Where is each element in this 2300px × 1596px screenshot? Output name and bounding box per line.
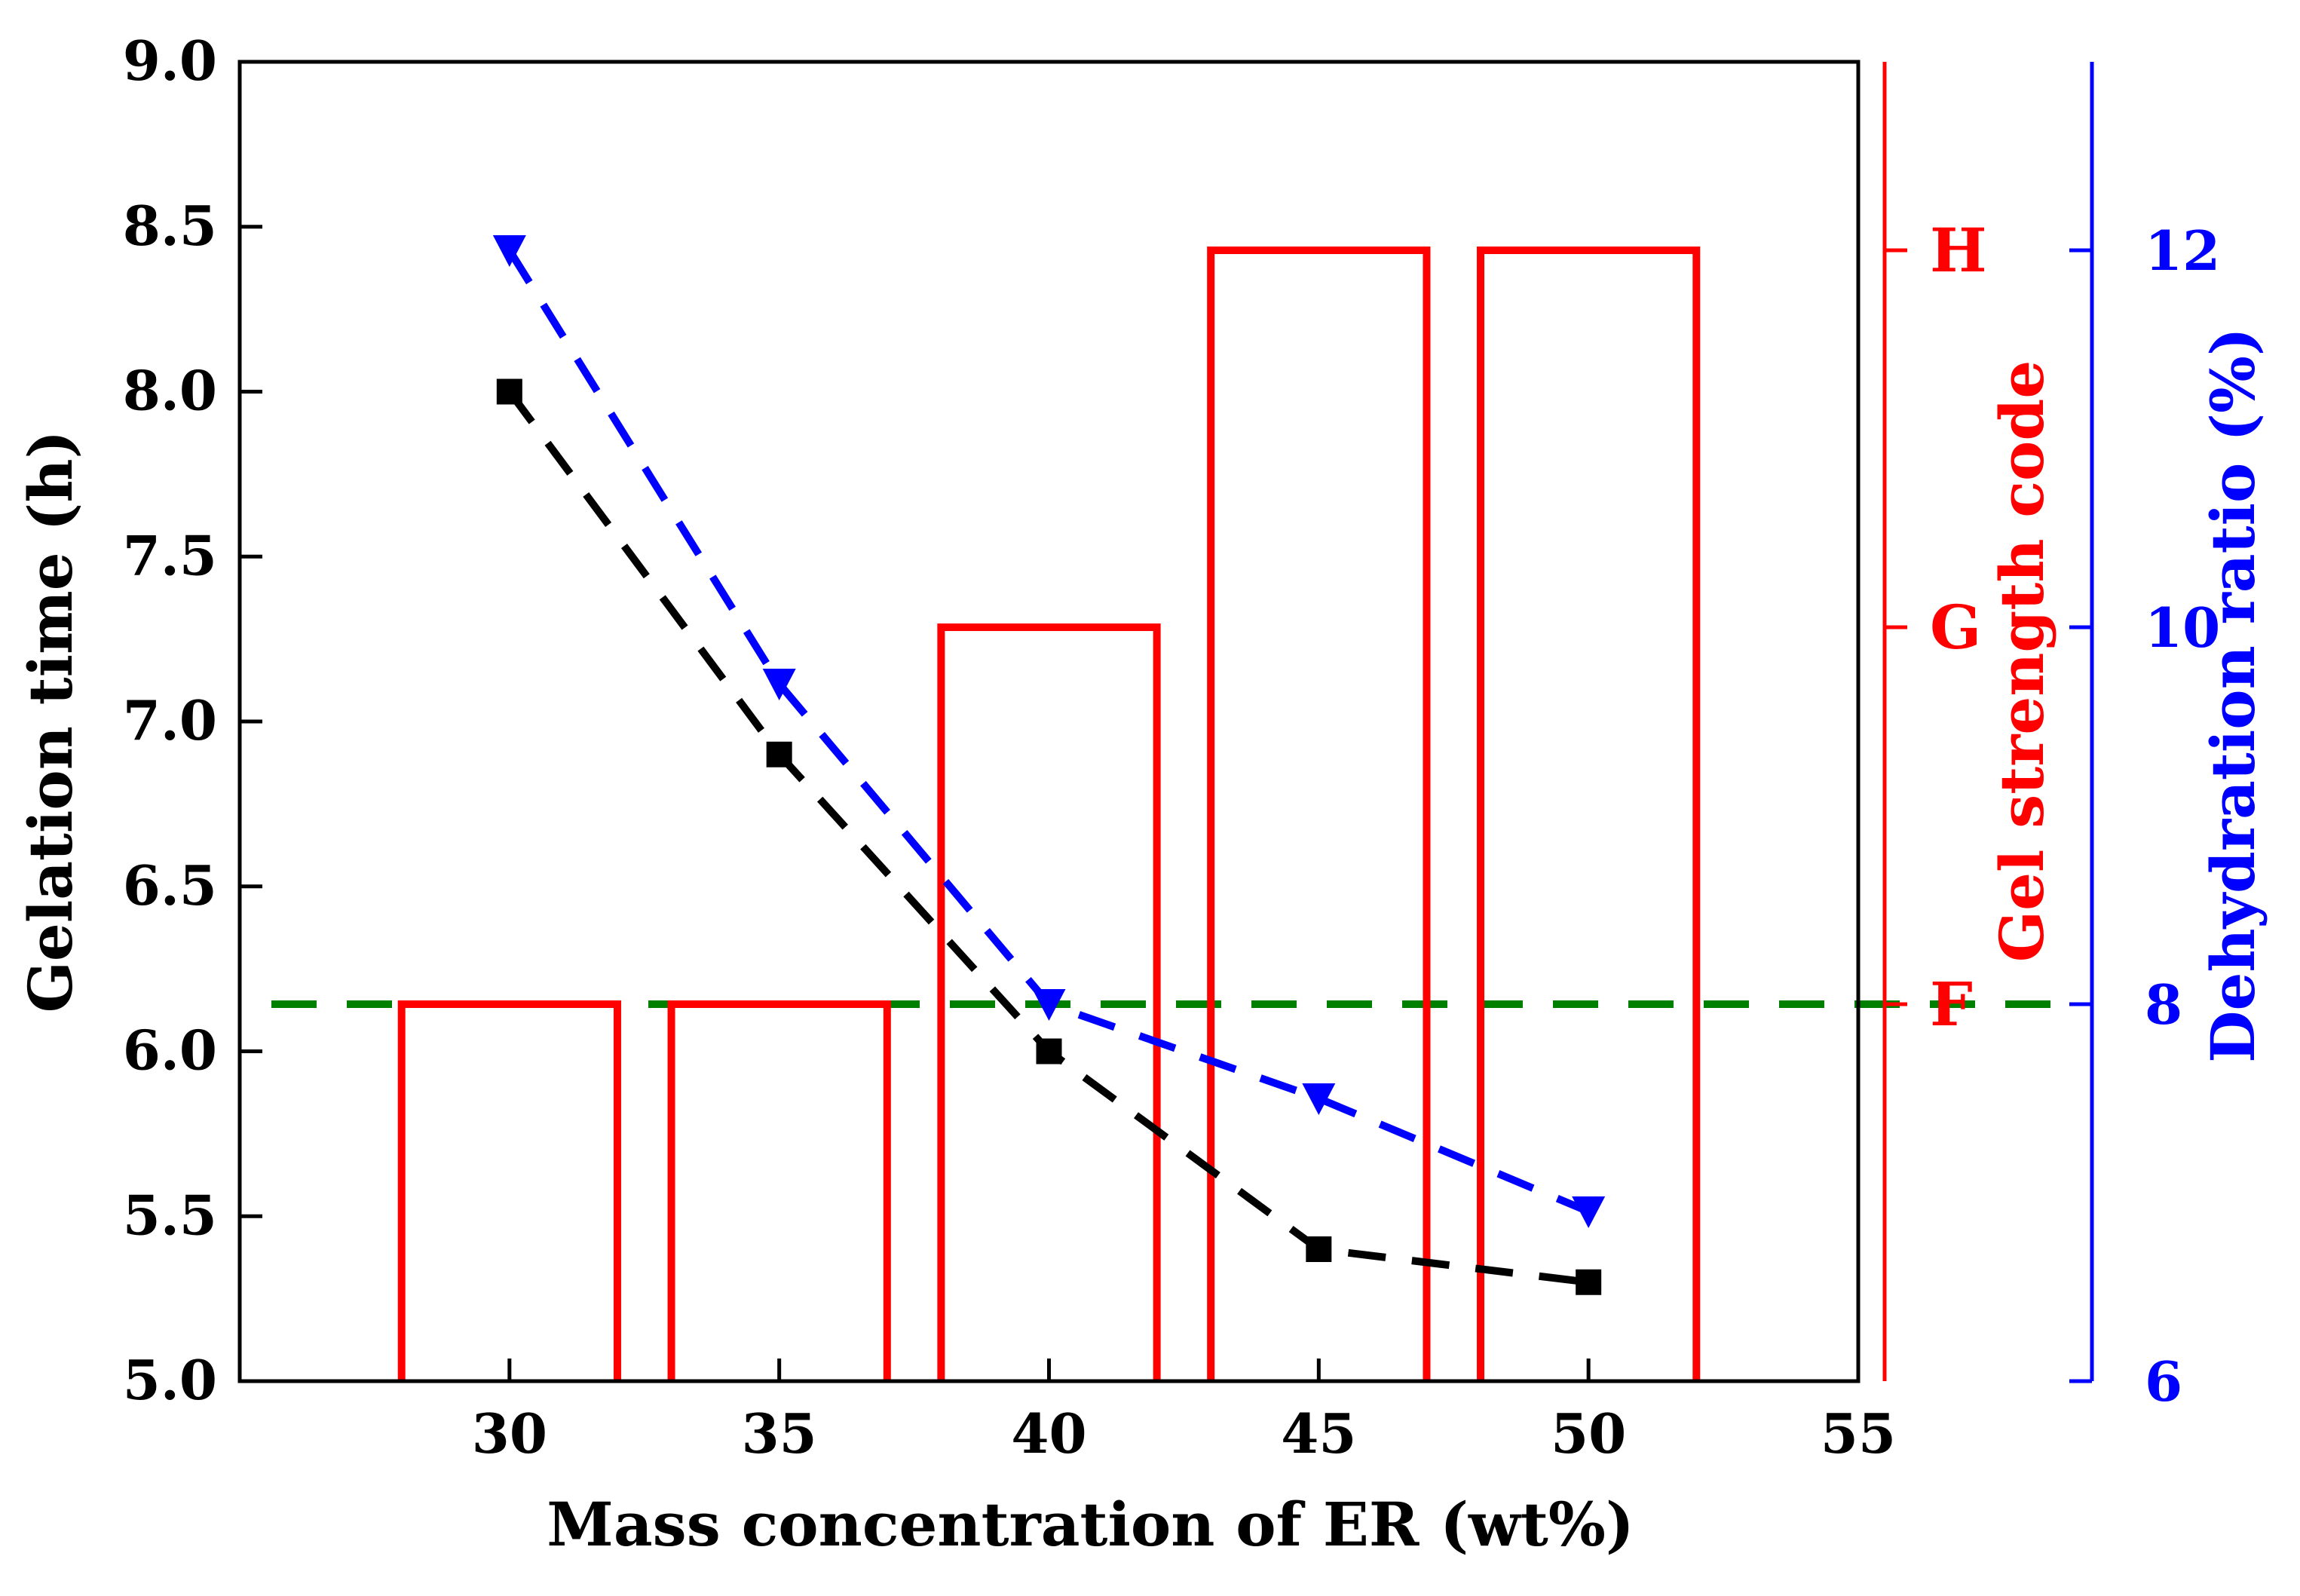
x-tick-label-55: 55	[1821, 1401, 1896, 1466]
dehydration-tick-label-12: 12	[2145, 219, 2220, 283]
gel-tick-label-G: G	[1930, 592, 1981, 663]
y-tick-label-6.5: 6.5	[123, 853, 217, 917]
y-tick-label-7.0: 7.0	[123, 688, 217, 752]
dehydration-ratio-point-50	[1572, 1196, 1606, 1228]
x-tick-label-50: 50	[1551, 1401, 1626, 1466]
gel-tick-label-H: H	[1930, 215, 1987, 286]
dehydration-tick-label-8: 8	[2145, 973, 2182, 1037]
gelation-time-point-35	[766, 741, 792, 767]
gelation-time-point-40	[1036, 1038, 1062, 1065]
dehydration-ratio-point-45	[1302, 1083, 1336, 1115]
bar-35	[667, 1000, 891, 1381]
dehydration-ratio-point-40	[1032, 989, 1066, 1021]
y-tick-label-7.5: 7.5	[123, 523, 217, 587]
dehydration-ratio-point-30	[492, 235, 526, 267]
dehydration-ratio-point-35	[762, 669, 796, 700]
bar-45	[1207, 247, 1431, 1381]
dehydration-tick-label-10: 10	[2145, 596, 2220, 660]
gel-strength-axis-label: Gel strength code	[1986, 360, 2057, 962]
x-tick-label-40: 40	[1011, 1401, 1086, 1466]
dehydration-tick-label-6: 6	[2145, 1349, 2182, 1414]
gelation-time-point-30	[496, 378, 522, 405]
x-tick-label-30: 30	[472, 1401, 547, 1466]
dehydration-axis-label: Dehydration ratio (%)	[2197, 327, 2268, 1063]
y-tick-label-5.0: 5.0	[123, 1348, 217, 1412]
gelation-time-point-45	[1306, 1236, 1332, 1262]
y-tick-label-6.0: 6.0	[123, 1019, 217, 1083]
gel-tick-label-F: F	[1930, 969, 1973, 1040]
y-tick-label-8.0: 8.0	[123, 359, 217, 423]
y-tick-label-8.5: 8.5	[123, 194, 217, 258]
y-tick-label-9.0: 9.0	[123, 29, 217, 93]
bar-30	[397, 1000, 621, 1381]
x-axis-label: Mass concentration of ER (wt%)	[547, 1489, 1634, 1560]
bar-40	[937, 623, 1161, 1381]
y-tick-label-5.5: 5.5	[123, 1183, 217, 1247]
y-axis-label: Gelation time (h)	[15, 430, 86, 1013]
x-tick-label-45: 45	[1281, 1401, 1356, 1466]
x-tick-label-35: 35	[742, 1401, 817, 1466]
bar-50	[1477, 247, 1701, 1381]
gelation-time-point-50	[1576, 1269, 1602, 1295]
